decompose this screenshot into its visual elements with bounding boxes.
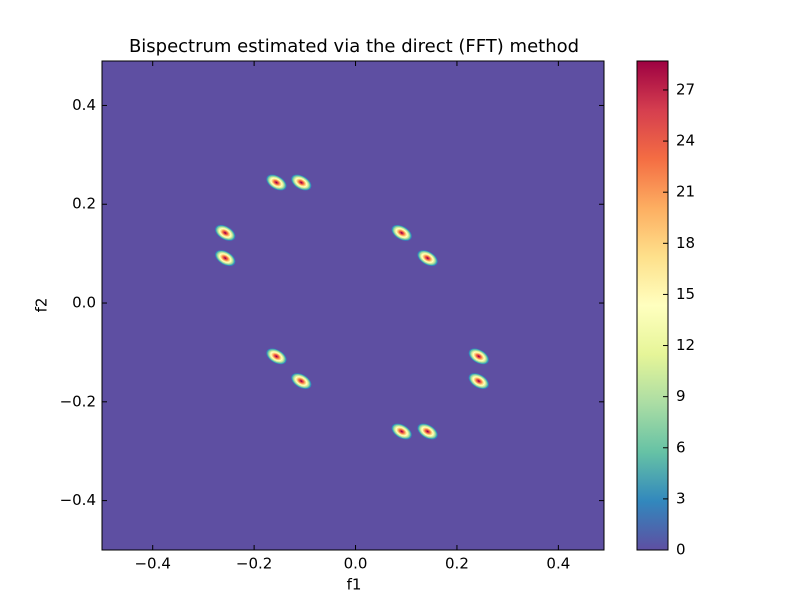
peak-level	[426, 430, 429, 433]
peak	[215, 250, 236, 266]
peak-level	[426, 257, 429, 259]
y-axis-label: f2	[33, 298, 51, 313]
colorbar-tick-label: 0	[676, 541, 686, 559]
peak	[468, 373, 489, 389]
peak-level	[224, 257, 227, 259]
x-tick-label: −0.4	[134, 555, 170, 573]
peak	[215, 225, 236, 241]
colorbar-tick-label: 15	[676, 285, 695, 303]
colorbar-tick-label: 9	[676, 387, 686, 405]
peak-level	[275, 355, 278, 358]
colorbar-tick-label: 3	[676, 489, 686, 507]
y-tick-label: 0.0	[72, 294, 96, 312]
peak	[291, 373, 312, 389]
plot-background	[102, 61, 604, 550]
peak-level	[300, 181, 303, 184]
x-tick-label: −0.2	[236, 555, 272, 573]
colorbar-tick-label: 18	[676, 234, 695, 252]
peak-level	[477, 355, 480, 358]
x-axis-label: f1	[347, 576, 362, 594]
peak	[266, 174, 287, 191]
colorbar-tick-label: 6	[676, 438, 686, 456]
colorbar	[636, 60, 669, 551]
peak	[468, 348, 489, 365]
peak-level	[400, 430, 403, 433]
peak-level	[400, 232, 403, 234]
colorbar-tick-label: 12	[676, 336, 695, 354]
colorbar-tick-label: 24	[676, 132, 695, 150]
y-tick-label: −0.4	[60, 491, 96, 509]
peak-level	[300, 380, 303, 382]
colorbar-tick-label: 21	[676, 183, 695, 201]
peak-level	[224, 232, 227, 234]
y-tick-label: 0.2	[72, 195, 96, 213]
peak	[291, 174, 312, 191]
x-tick-label: 0.4	[546, 555, 570, 573]
peak	[391, 423, 412, 440]
peak	[417, 423, 438, 440]
y-tick-label: −0.2	[60, 392, 96, 410]
colorbar-tick-label: 27	[676, 80, 695, 98]
y-tick-label: 0.4	[72, 96, 96, 114]
plot-frame	[101, 60, 605, 551]
chart-title: Bispectrum estimated via the direct (FFT…	[129, 36, 579, 57]
peak	[391, 225, 412, 241]
peak	[417, 250, 438, 266]
peak-level	[275, 181, 278, 184]
x-tick-label: 0.0	[344, 555, 368, 573]
x-tick-label: 0.2	[445, 555, 469, 573]
peak-level	[477, 380, 480, 382]
peak	[266, 348, 287, 365]
